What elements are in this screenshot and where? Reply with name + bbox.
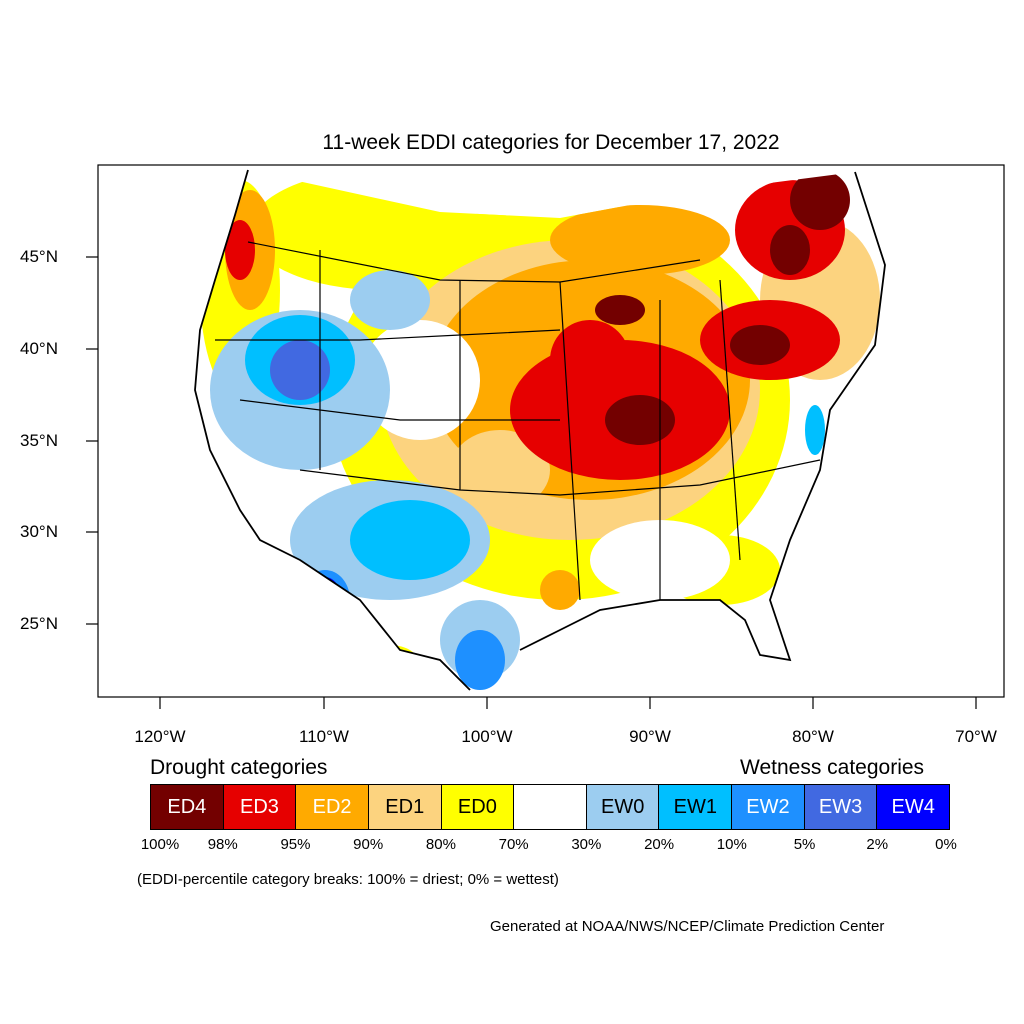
- percentile-break-label: 0%: [935, 836, 957, 853]
- lon-label-90: 90°W: [629, 727, 671, 746]
- legend-swatch-ew3: EW3: [804, 785, 878, 829]
- lat-label-35: 35°N: [20, 431, 58, 450]
- lat-ticks: [86, 256, 98, 625]
- category-field: [195, 170, 885, 690]
- lat-label-45: 45°N: [20, 247, 58, 266]
- legend-swatch-ed0: ED0: [441, 785, 515, 829]
- lon-label-80: 80°W: [792, 727, 834, 746]
- lon-label-70: 70°W: [955, 727, 997, 746]
- legend-swatch-ew1: EW1: [659, 785, 733, 829]
- percentile-break-label: 90%: [353, 836, 384, 853]
- percentile-break-label: 98%: [207, 836, 238, 853]
- percentile-break-label: 5%: [793, 836, 816, 853]
- legend-swatch-ed2: ED2: [296, 785, 369, 829]
- legend-swatch-ed4: ED4: [151, 785, 224, 829]
- map-title: 11-week EDDI categories for December 17,…: [322, 131, 780, 154]
- legend-swatch-ed3: ED3: [223, 785, 297, 829]
- percentile-break-label: 20%: [644, 836, 675, 853]
- drought-heading: Drought categories: [150, 756, 328, 779]
- percentile-break-label: 80%: [425, 836, 456, 853]
- legend-swatch-ew0: EW0: [586, 785, 660, 829]
- percentile-break-label: 95%: [280, 836, 311, 853]
- legend-note: (EDDI-percentile category breaks: 100% =…: [137, 871, 559, 888]
- lat-label-30: 30°N: [20, 522, 58, 541]
- percentile-break-label: 100%: [140, 836, 180, 853]
- lon-ticks: [159, 697, 977, 709]
- map-frame: [97, 164, 1005, 698]
- lon-label-110: 110°W: [299, 727, 349, 746]
- legend-swatch-ed1: ED1: [368, 785, 442, 829]
- boundaries: [194, 169, 886, 691]
- credit-line: Generated at NOAA/NWS/NCEP/Climate Predi…: [490, 918, 885, 935]
- lon-label-100: 100°W: [461, 727, 513, 746]
- legend-swatch-ew2: EW2: [732, 785, 805, 829]
- wetness-heading: Wetness categories: [740, 756, 925, 779]
- category-legend: ED4 ED3 ED2 ED1 ED0 EW0 EW1 EW2 EW3 EW4: [150, 784, 950, 830]
- legend-swatch-neutral: [514, 785, 587, 829]
- percentile-break-label: 30%: [571, 836, 602, 853]
- lat-label-25: 25°N: [20, 614, 58, 633]
- percentile-break-label: 70%: [498, 836, 529, 853]
- legend-swatch-ew4: EW4: [877, 785, 950, 829]
- percentile-break-label: 2%: [866, 836, 889, 853]
- percentile-break-label: 10%: [716, 836, 747, 853]
- lon-label-120: 120°W: [134, 727, 186, 746]
- lat-label-40: 40°N: [20, 339, 58, 358]
